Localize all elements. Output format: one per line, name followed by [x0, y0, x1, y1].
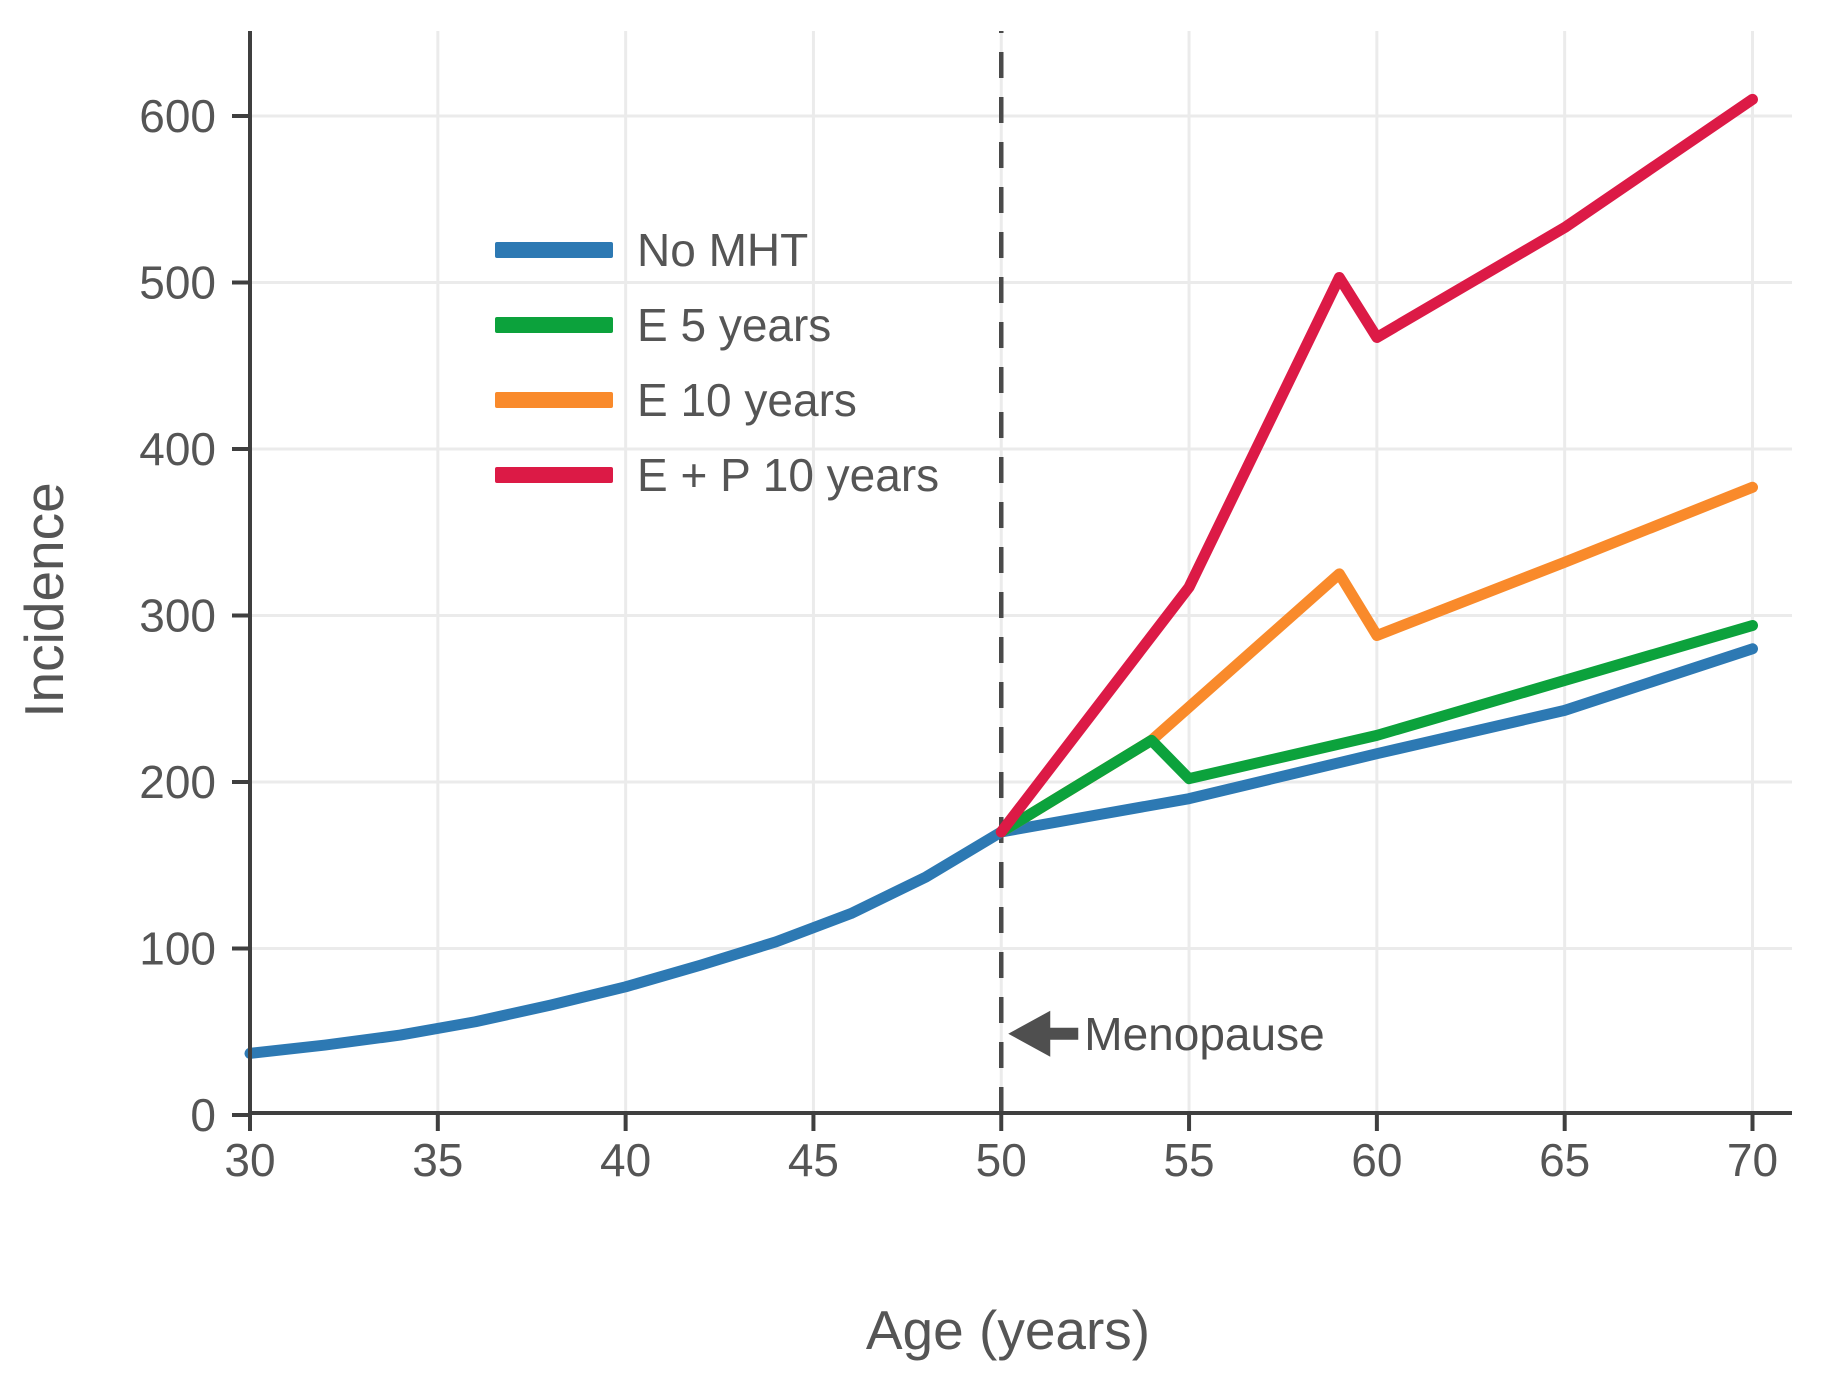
menopause-annotation: Menopause [1008, 1008, 1325, 1060]
y-tick-label: 300 [139, 590, 216, 642]
left-arrow-icon [1008, 1010, 1079, 1057]
legend-item: E 10 years [495, 374, 857, 426]
legend-swatch [495, 317, 613, 333]
y-tick-label: 400 [139, 423, 216, 475]
legend-label: E 5 years [637, 299, 831, 351]
x-tick-label: 60 [1351, 1134, 1402, 1186]
x-axis-label: Age (years) [866, 1299, 1150, 1361]
legend-swatch [495, 467, 613, 483]
legend: No MHT E 5 years E 10 years E + P 10 years [495, 224, 939, 501]
axes [232, 31, 1792, 1131]
tick-labels: 30 35 40 45 50 55 60 65 70 0 100 200 300 400 500 600 [139, 90, 1778, 1186]
gridlines [250, 31, 1792, 1113]
x-tick-label: 35 [412, 1134, 463, 1186]
legend-label: E + P 10 years [637, 449, 939, 501]
legend-item: No MHT [495, 224, 808, 276]
y-tick-label: 600 [139, 90, 216, 142]
y-tick-label: 0 [190, 1089, 216, 1141]
legend-item: E 5 years [495, 299, 831, 351]
y-tick-label: 100 [139, 923, 216, 975]
legend-item: E + P 10 years [495, 449, 939, 501]
legend-swatch [495, 392, 613, 408]
y-tick-label: 200 [139, 756, 216, 808]
data-series [244, 93, 1758, 1059]
series-line-e-p-10-years [995, 93, 1758, 838]
x-tick-label: 55 [1163, 1134, 1214, 1186]
legend-label: E 10 years [637, 374, 857, 426]
annotation-label: Menopause [1084, 1008, 1324, 1060]
x-tick-label: 40 [600, 1134, 651, 1186]
y-tick-label: 500 [139, 257, 216, 309]
x-tick-label: 30 [224, 1134, 275, 1186]
legend-label: No MHT [637, 224, 808, 276]
x-tick-label: 70 [1727, 1134, 1778, 1186]
series-line-no-mht [244, 643, 1758, 1059]
x-tick-label: 50 [976, 1134, 1027, 1186]
x-tick-label: 45 [788, 1134, 839, 1186]
x-tick-label: 65 [1539, 1134, 1590, 1186]
series-line-e-5-years [995, 619, 1758, 838]
legend-swatch [495, 242, 613, 258]
y-axis-label: Incidence [13, 482, 75, 717]
